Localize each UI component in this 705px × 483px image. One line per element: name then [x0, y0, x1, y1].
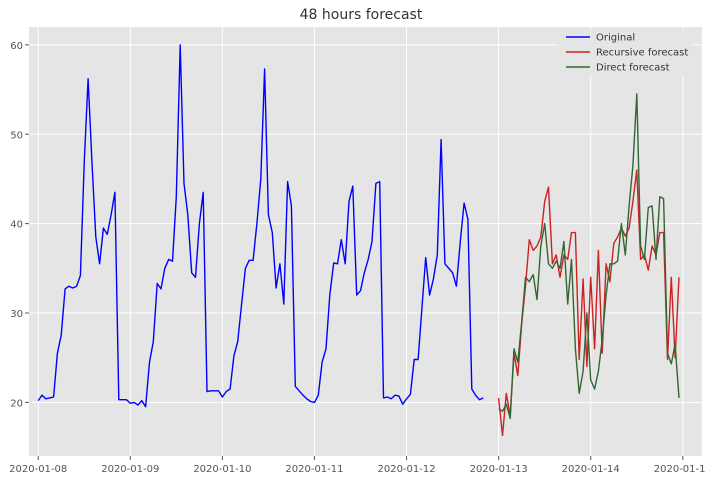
legend-label-original: Original	[596, 33, 635, 44]
series-line-original	[37, 44, 484, 408]
y-tick-label: 50	[10, 130, 23, 141]
legend-label-recursive-forecast: Recursive forecast	[596, 48, 688, 59]
x-tick-label: 2020-01-15	[654, 464, 705, 475]
x-tick-label: 2020-01-13	[470, 464, 528, 475]
y-tick-label: 30	[10, 309, 23, 320]
y-tick-label: 60	[10, 41, 23, 52]
x-tick-label: 2020-01-11	[285, 464, 343, 475]
x-tick-label: 2020-01-10	[193, 464, 251, 475]
y-tick-label: 20	[10, 398, 23, 409]
x-tick-label: 2020-01-14	[562, 464, 620, 475]
legend-label-direct-forecast: Direct forecast	[596, 63, 670, 74]
series-line-direct-forecast	[498, 93, 680, 420]
x-tick-label: 2020-01-08	[9, 464, 67, 475]
chart-title: 48 hours forecast	[300, 7, 423, 23]
legend: Original Recursive forecast Direct forecas…	[558, 29, 694, 76]
plot-area	[29, 27, 702, 456]
axis-layer: 2020-01-08 2020-01-09 2020-01-10 2020-01-11…	[9, 41, 705, 475]
series-layer	[37, 44, 680, 437]
series-line-recursive-forecast	[497, 169, 680, 437]
x-tick-label: 2020-01-12	[377, 464, 435, 475]
y-tick-label: 40	[10, 220, 23, 231]
x-tick-label: 2020-01-09	[101, 464, 159, 475]
